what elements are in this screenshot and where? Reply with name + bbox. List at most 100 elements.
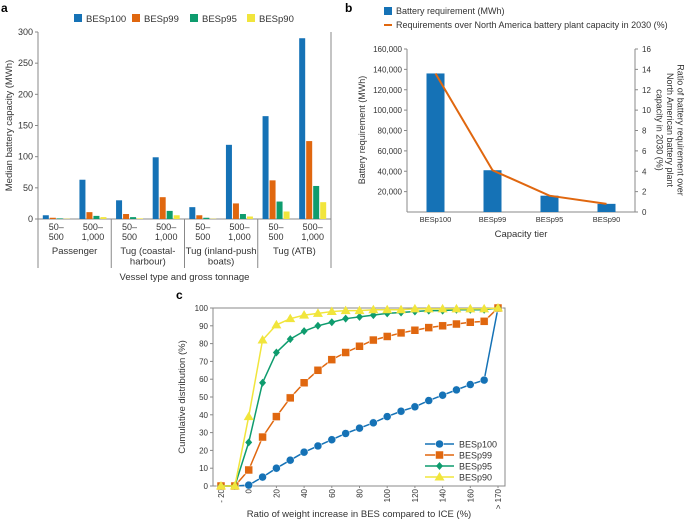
marker-triangle <box>243 411 254 421</box>
marker-triangle <box>437 303 448 313</box>
marker-triangle <box>229 481 240 490</box>
y-tick-label: 0 <box>204 482 209 491</box>
bar <box>86 212 93 219</box>
y-tick-label: 40 <box>199 411 208 420</box>
legend-swatch-bar <box>384 7 392 15</box>
marker-triangle <box>354 305 365 315</box>
series-BESp99 <box>216 303 503 491</box>
category-label: 50– 500 <box>269 222 284 242</box>
bar <box>597 203 616 212</box>
bar <box>246 216 253 219</box>
marker-circle <box>438 390 447 400</box>
y-tick-label: 0 <box>28 214 33 224</box>
legend-label: BESp100 <box>459 440 497 450</box>
y-tick-label: 100 <box>195 304 209 313</box>
category-label: 50– 500 <box>122 222 137 242</box>
marker-diamond <box>272 348 280 357</box>
y-tick-label-right: 12 <box>642 86 651 95</box>
y-axis-label: Median battery capacity (MWh) <box>4 60 15 191</box>
series-line <box>221 307 499 487</box>
y-tick-label-right: 8 <box>642 127 647 136</box>
marker-square <box>382 332 392 341</box>
y-tick-label: 20 <box>199 446 208 455</box>
y-tick-label-right: 16 <box>642 45 651 54</box>
series-line <box>221 307 499 487</box>
panel-label-a: a <box>1 1 8 15</box>
marker-triangle <box>285 313 296 323</box>
bar <box>137 218 144 219</box>
marker-diamond <box>245 438 253 447</box>
category-label: BESp99 <box>479 215 507 224</box>
bar <box>123 214 130 219</box>
legend-swatch <box>190 14 198 22</box>
marker-triangle <box>423 303 434 313</box>
legend-label: BESp99 <box>144 14 179 25</box>
marker-square <box>438 321 447 331</box>
y-tick-label-right: 2 <box>642 188 647 197</box>
x-tick-label: > 170 <box>494 488 503 509</box>
marker-diamond <box>342 314 350 323</box>
panel-label-b: b <box>345 1 352 15</box>
marker-circle <box>327 435 337 444</box>
marker-diamond <box>356 312 363 321</box>
marker-triangle <box>434 472 445 481</box>
legend-label: BESp100 <box>86 14 126 25</box>
category-label: BESp100 <box>420 215 452 224</box>
y-tick-label: 30 <box>199 429 208 438</box>
y-tick-label: 40,000 <box>378 167 403 176</box>
marker-circle <box>435 439 444 449</box>
bar <box>173 215 180 219</box>
bar <box>166 210 173 219</box>
marker-triangle <box>257 335 268 344</box>
marker-diamond <box>300 327 308 336</box>
series-line <box>221 307 499 487</box>
bar <box>130 217 137 219</box>
y-tick-label: 90 <box>199 322 208 331</box>
marker-triangle <box>493 303 503 312</box>
marker-circle <box>479 375 489 385</box>
legend-label: BESp99 <box>459 451 492 461</box>
x-tick-label: - 20 <box>217 488 226 502</box>
marker-diamond <box>328 318 336 327</box>
bar <box>306 141 313 219</box>
legend-label: Battery requirement (MWh) <box>396 6 505 16</box>
bar <box>189 207 196 219</box>
y-tick-label: 50 <box>23 183 33 193</box>
bar <box>313 185 320 219</box>
marker-circle <box>272 463 281 473</box>
marker-triangle <box>216 481 226 490</box>
x-tick-label: 100 <box>383 488 392 502</box>
chart-b: Battery requirement (MWh) Requirements ov… <box>357 6 685 240</box>
marker-square <box>435 450 444 460</box>
y-tick-label: 70 <box>199 357 208 366</box>
legend-label: Requirements over North America battery … <box>396 20 668 30</box>
x-tick-label: 0 <box>245 488 254 493</box>
x-tick-label: 80 <box>356 488 365 497</box>
marker-square <box>299 378 309 388</box>
category-label: BESp95 <box>536 215 564 224</box>
y-tick-label: 50 <box>199 393 208 402</box>
y-tick-label: 150 <box>18 121 33 131</box>
marker-square <box>369 335 378 345</box>
marker-diamond <box>436 462 443 470</box>
legend-swatch <box>132 14 140 22</box>
y-axis-label-right: Ratio of battery requirement overNorth A… <box>655 64 685 196</box>
marker-triangle <box>340 305 351 315</box>
marker-diamond <box>286 335 294 344</box>
category-label: 500– 1,000 <box>228 222 251 242</box>
marker-circle <box>286 455 295 465</box>
chart-a: BESp100 BESp99 BESp95 BESp90 0 50 100 150 200 250… <box>4 14 332 283</box>
marker-triangle <box>396 304 407 314</box>
group-label: Passenger <box>52 246 97 257</box>
panel-label-c: c <box>176 288 183 302</box>
marker-square <box>466 317 475 327</box>
bar <box>79 179 86 219</box>
marker-triangle <box>312 308 323 317</box>
marker-circle <box>382 412 392 421</box>
marker-square <box>327 355 337 364</box>
bar <box>56 218 63 219</box>
y-tick-label: 20,000 <box>378 188 403 197</box>
bar <box>239 214 246 219</box>
legend-label: BESp90 <box>259 14 294 25</box>
